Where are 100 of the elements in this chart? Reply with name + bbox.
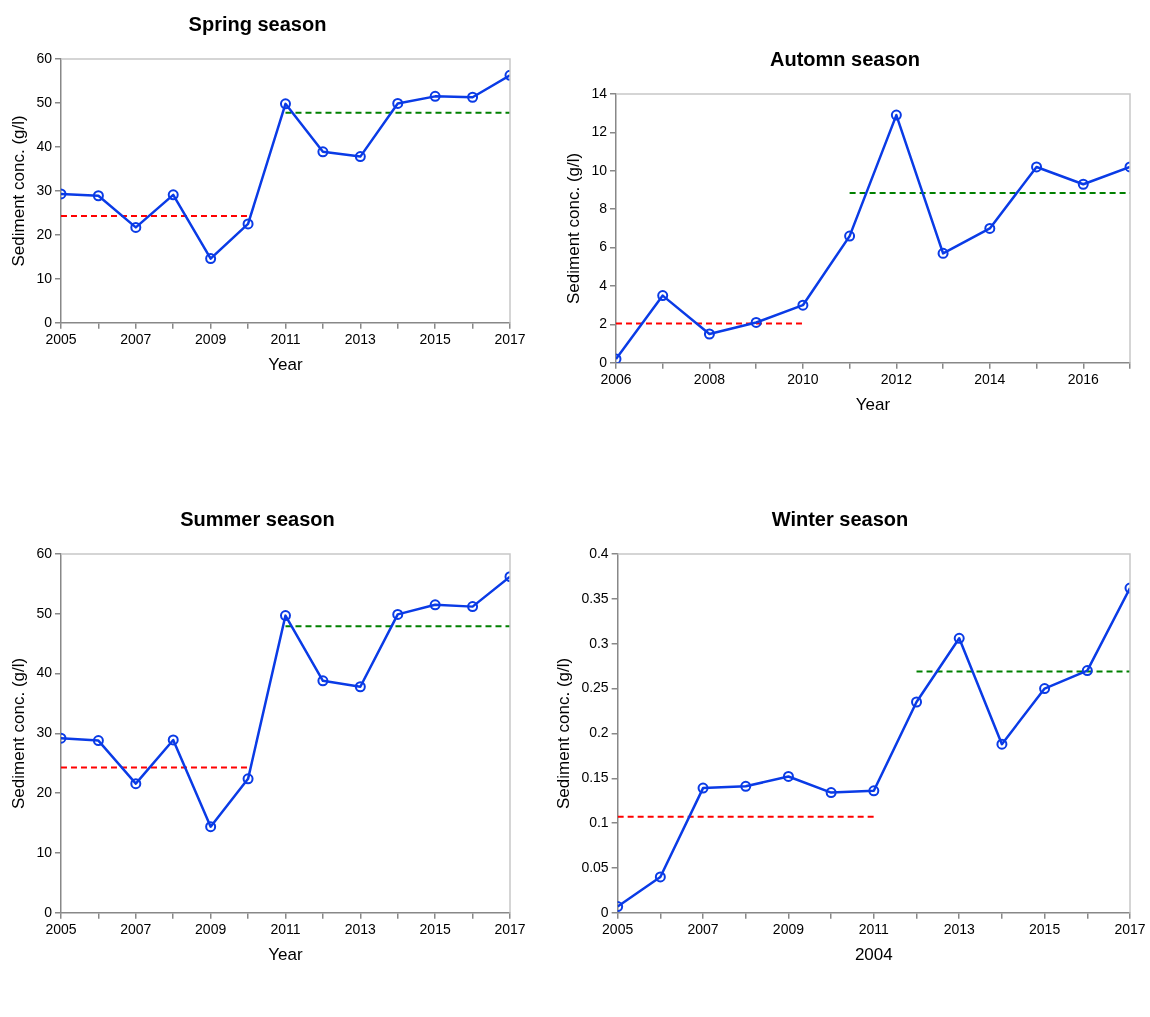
point (703, 328, 715, 340)
y-tick-label: 0.15 (581, 769, 609, 786)
y-tick-label: 60 (36, 49, 53, 66)
x-tick-label: 2009 (772, 921, 805, 938)
y-axis-title: Sediment conc. (g/l) (563, 152, 583, 304)
x-tick-label: 2009 (195, 921, 227, 938)
y-axis-title: Sediment conc. (g/l) (8, 115, 28, 267)
x-tick-label: 2005 (45, 331, 77, 348)
point (467, 91, 479, 103)
x-axis-title: Year (855, 395, 891, 415)
y-tick-label: 0.35 (581, 589, 609, 606)
point (279, 98, 291, 110)
point (354, 151, 366, 163)
x-tick-label: 2013 (344, 331, 377, 348)
chart-title: Spring season (188, 12, 327, 35)
x-tick-label: 2007 (687, 921, 719, 938)
point (130, 778, 142, 790)
point (92, 190, 104, 202)
point (740, 780, 752, 792)
x-axis-title: Year (268, 355, 303, 375)
x-tick-label: 2013 (943, 921, 975, 938)
point (911, 696, 923, 708)
point (654, 871, 666, 883)
x-tick-label: 2008 (693, 371, 726, 388)
y-tick-label: 30 (36, 181, 53, 198)
x-tick-label: 2015 (419, 921, 451, 938)
x-axis-title: 2004 (854, 945, 893, 965)
y-tick-label: 0.05 (581, 858, 609, 875)
chart-title: Automn season (769, 47, 921, 70)
point (937, 247, 949, 259)
x-tick-label: 2007 (120, 331, 152, 348)
x-tick-label: 2005 (602, 921, 634, 938)
y-tick-label: 0.3 (589, 634, 609, 651)
point (167, 734, 179, 746)
y-tick-label: 0.1 (589, 813, 609, 830)
x-tick-label: 2012 (880, 371, 913, 388)
y-tick-label: 4 (599, 276, 608, 293)
point (1031, 161, 1043, 173)
point (130, 221, 142, 233)
x-axis-title: Year (268, 945, 303, 965)
x-tick-label: 2011 (270, 331, 301, 348)
point (1039, 683, 1051, 695)
y-tick-label: 50 (36, 93, 53, 110)
y-tick-label: 12 (591, 123, 608, 140)
y-tick-label: 40 (36, 664, 53, 681)
y-tick-label: 40 (36, 137, 53, 154)
y-tick-label: 8 (599, 200, 608, 217)
point (984, 222, 996, 234)
point (996, 738, 1008, 750)
y-tick-label: 50 (36, 604, 53, 621)
x-tick-label: 2015 (1029, 921, 1061, 938)
x-tick-label: 2007 (120, 921, 152, 938)
point (242, 773, 254, 785)
y-tick-label: 20 (36, 784, 53, 801)
x-tick-label: 2009 (195, 331, 227, 348)
y-tick-label: 30 (36, 724, 53, 741)
point (467, 601, 479, 613)
y-axis-title: Sediment conc. (g/l) (8, 657, 28, 809)
point (1077, 178, 1089, 190)
y-tick-label: 10 (36, 843, 53, 860)
x-tick-label: 2017 (1114, 921, 1146, 938)
point (242, 218, 254, 230)
y-tick-label: 6 (599, 238, 608, 255)
point (844, 230, 856, 242)
point (317, 675, 329, 687)
x-tick-label: 2013 (344, 921, 377, 938)
point (697, 782, 709, 794)
point (782, 770, 794, 782)
point (890, 109, 902, 121)
point (868, 785, 880, 797)
chart-title: Summer season (180, 507, 335, 530)
chart-title: Winter season (771, 507, 909, 530)
point (392, 97, 404, 109)
x-tick-label: 2015 (419, 331, 451, 348)
x-tick-label: 2017 (494, 921, 526, 938)
point (205, 253, 217, 265)
point (92, 735, 104, 747)
point (429, 90, 441, 102)
y-tick-label: 0.25 (581, 679, 609, 696)
point (279, 610, 291, 622)
point (657, 290, 669, 302)
y-tick-label: 0 (44, 313, 53, 330)
y-tick-label: 0 (600, 903, 609, 920)
y-tick-label: 2 (599, 315, 608, 332)
y-tick-label: 14 (591, 84, 608, 101)
x-tick-label: 2011 (858, 921, 890, 938)
y-tick-label: 60 (36, 544, 53, 561)
point (205, 821, 217, 833)
point (1081, 665, 1093, 677)
x-tick-label: 2005 (45, 921, 77, 938)
point (392, 608, 404, 620)
x-tick-label: 2014 (974, 371, 1006, 388)
y-tick-label: 10 (591, 161, 608, 178)
point (167, 189, 179, 201)
point (354, 681, 366, 693)
x-tick-label: 2010 (787, 371, 819, 388)
y-axis-title: Sediment conc. (g/l) (553, 657, 573, 809)
point (797, 299, 809, 311)
x-tick-label: 2006 (600, 371, 632, 388)
y-tick-label: 0 (44, 903, 53, 920)
